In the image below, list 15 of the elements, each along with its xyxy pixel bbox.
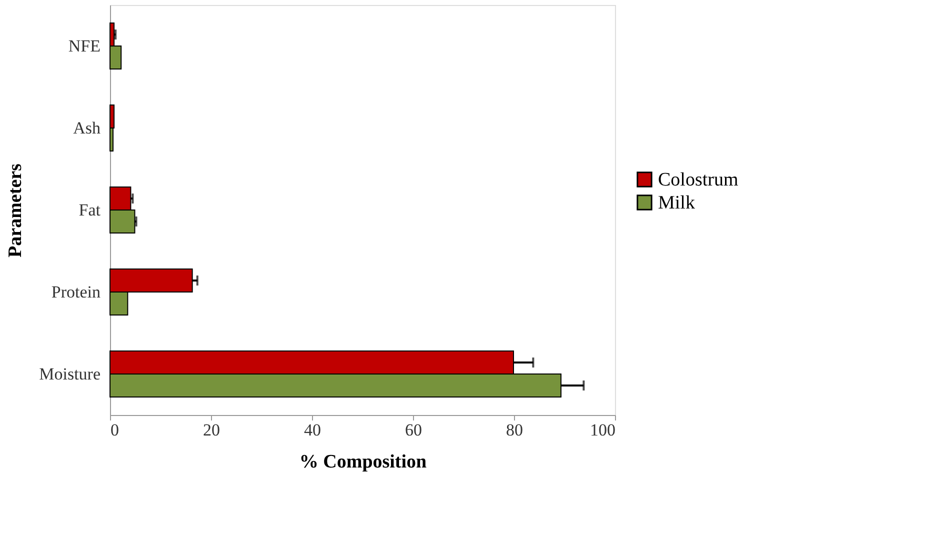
- x-tick-label: 0: [110, 420, 119, 440]
- y-tick-label: Protein: [51, 282, 101, 302]
- y-tick-label: Moisture: [39, 364, 100, 384]
- legend-label: Colostrum: [658, 170, 738, 190]
- y-tick-label: Fat: [78, 200, 101, 220]
- x-tick-label: 100: [590, 420, 616, 440]
- x-tick-label: 20: [203, 420, 220, 440]
- y-tick-label: Ash: [73, 118, 101, 138]
- legend-label: Milk: [658, 192, 696, 214]
- y-tick-label: NFE: [68, 36, 100, 56]
- x-axis-title: % Composition: [299, 452, 428, 472]
- x-tick-label: 40: [304, 420, 321, 440]
- x-tick-label: 60: [405, 420, 422, 440]
- x-tick-label: 80: [506, 420, 523, 440]
- y-axis-title: Parameters: [5, 164, 26, 258]
